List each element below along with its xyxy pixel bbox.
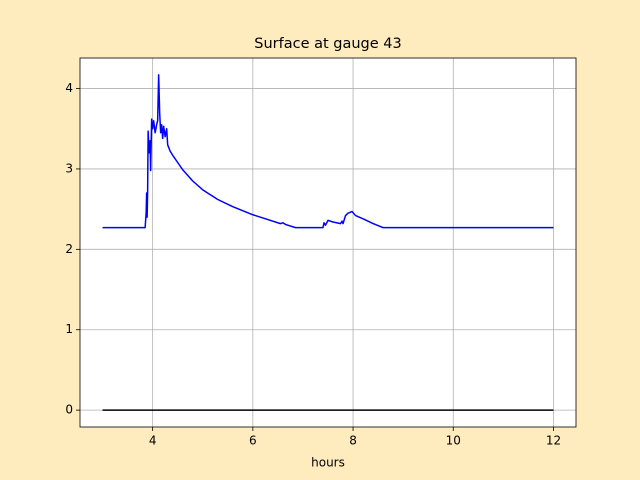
y-tick-label: 4	[65, 81, 73, 95]
y-tick-label: 0	[65, 403, 73, 417]
series-line	[102, 74, 554, 229]
y-tick-label: 1	[65, 322, 73, 336]
x-tick-label: 4	[149, 434, 157, 448]
plot-area	[80, 58, 576, 427]
plot-frame	[79, 57, 577, 428]
y-tick-label: 3	[65, 161, 73, 175]
x-axis-label: hours	[311, 456, 345, 470]
chart-title: Surface at gauge 43	[254, 36, 402, 52]
x-tick-label: 6	[249, 434, 257, 448]
x-tick-label: 8	[349, 434, 357, 448]
y-tick-label: 2	[65, 242, 73, 256]
x-tick-label: 12	[546, 434, 561, 448]
x-tick-label: 10	[446, 434, 461, 448]
